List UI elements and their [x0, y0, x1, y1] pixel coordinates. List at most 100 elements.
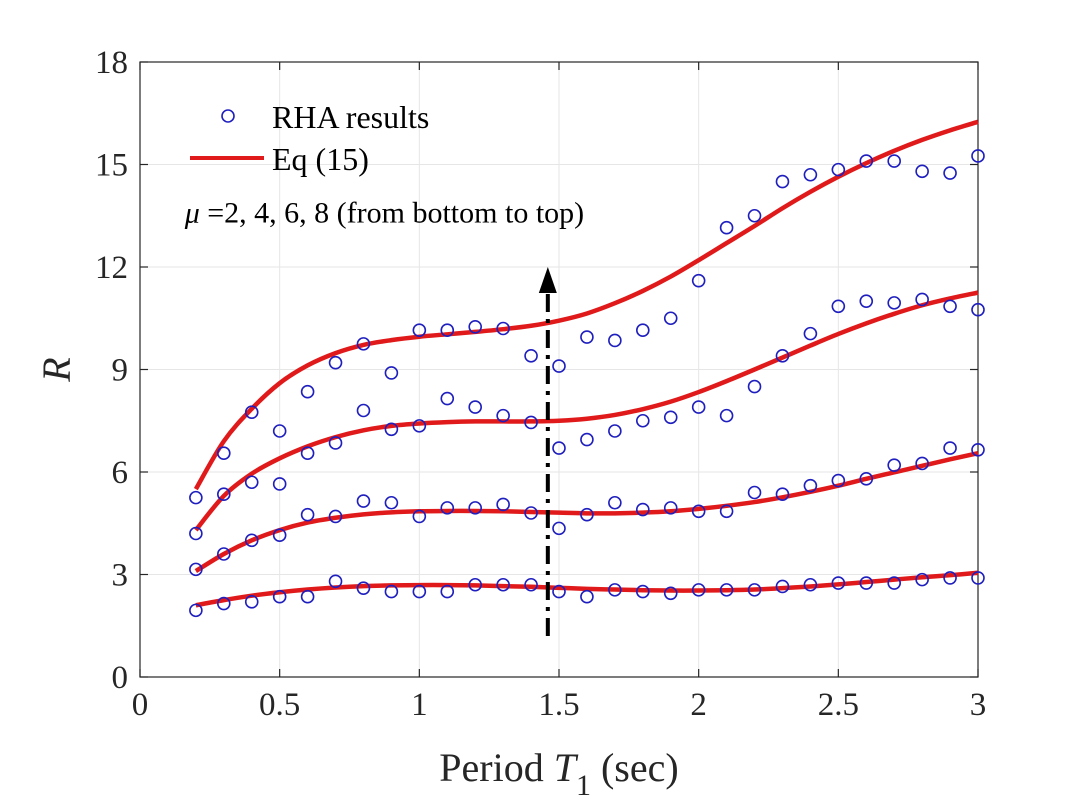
- mu-annotation-text: =2, 4, 6, 8 (from bottom to top): [200, 197, 584, 230]
- rha-point-mu-6: [189, 526, 203, 541]
- rha-point-mu-6: [915, 292, 929, 307]
- rha-point-mu-8: [915, 164, 929, 179]
- y-tick-label: 0: [112, 660, 129, 696]
- x-tick-label: 0: [132, 687, 149, 723]
- rha-point-mu-4: [775, 487, 790, 502]
- rha-point-mu-8: [971, 149, 985, 163]
- rha-point-mu-8: [608, 333, 622, 348]
- eq15-line-mu-6: [194, 290, 979, 532]
- rha-point-mu-4: [552, 521, 566, 536]
- rha-point-mu-4: [300, 507, 315, 522]
- x-axis-label: Period T1 (sec): [439, 745, 678, 802]
- rha-point-mu-6: [496, 408, 510, 423]
- rha-point-mu-2: [524, 577, 538, 592]
- rha-point-mu-4: [468, 501, 483, 515]
- rha-point-mu-8: [328, 355, 343, 370]
- rha-point-mu-2: [747, 583, 762, 597]
- x-tick-label: 3: [970, 687, 987, 723]
- rha-point-mu-2: [915, 572, 929, 587]
- rha-point-mu-4: [663, 501, 678, 515]
- rha-point-mu-8: [552, 359, 566, 373]
- legend-label-rha: RHA results: [272, 99, 429, 135]
- legend-label-eq: Eq (15): [272, 141, 369, 177]
- rha-point-mu-8: [859, 154, 874, 168]
- rha-point-mu-6: [691, 400, 706, 414]
- rha-point-mu-6: [244, 475, 259, 490]
- rha-point-mu-8: [887, 154, 902, 168]
- series-points: [189, 149, 985, 618]
- rha-point-mu-8: [943, 166, 957, 180]
- rha-point-mu-4: [524, 506, 538, 520]
- rha-point-mu-6: [943, 299, 957, 314]
- rha-point-mu-4: [608, 495, 622, 510]
- rha-point-mu-6: [747, 379, 762, 394]
- y-tick-label: 6: [112, 455, 129, 491]
- rha-point-mu-8: [831, 162, 846, 177]
- rha-point-mu-8: [412, 323, 427, 338]
- rha-point-mu-2: [272, 589, 287, 604]
- rha-point-mu-6: [775, 349, 790, 363]
- rha-point-mu-4: [635, 502, 650, 517]
- rha-point-mu-4: [272, 528, 287, 543]
- y-tick-label: 9: [112, 353, 129, 389]
- rha-point-mu-4: [412, 509, 427, 524]
- rha-point-mu-8: [775, 174, 790, 189]
- rha-point-mu-8: [496, 321, 510, 336]
- rha-point-mu-2: [580, 589, 594, 604]
- rha-point-mu-8: [468, 319, 483, 334]
- rha-point-mu-6: [971, 302, 985, 317]
- rha-point-mu-6: [384, 422, 399, 437]
- rha-point-mu-8: [719, 220, 734, 235]
- rha-point-mu-6: [524, 415, 538, 430]
- rha-point-mu-6: [300, 446, 315, 461]
- rha-point-mu-6: [635, 413, 650, 428]
- rha-point-mu-8: [189, 490, 203, 505]
- rha-point-mu-4: [943, 441, 957, 455]
- rha-point-mu-6: [719, 408, 734, 423]
- eq15-line-mu-8: [193, 119, 979, 491]
- rha-point-mu-2: [943, 571, 957, 585]
- y-tick-label: 18: [95, 45, 128, 81]
- rha-point-mu-2: [356, 581, 371, 595]
- rha-point-mu-6: [552, 441, 566, 455]
- rha-point-mu-4: [971, 442, 985, 457]
- x-axis-label-var: T: [554, 745, 579, 790]
- rha-point-mu-6: [217, 487, 231, 502]
- rha-point-mu-6: [608, 424, 622, 438]
- rha-point-mu-2: [217, 596, 231, 611]
- rha-point-mu-8: [300, 384, 315, 399]
- rha-point-mu-2: [775, 579, 790, 594]
- rha-point-mu-8: [580, 330, 594, 344]
- rha-point-mu-4: [580, 507, 594, 522]
- rha-point-mu-4: [328, 509, 343, 524]
- rha-point-mu-8: [356, 337, 371, 351]
- rha-point-mu-4: [189, 562, 203, 577]
- rha-point-mu-8: [803, 167, 818, 182]
- rha-point-mu-8: [440, 323, 455, 338]
- series-lines: [193, 119, 979, 608]
- rha-point-mu-6: [580, 432, 594, 447]
- rha-point-mu-8: [747, 208, 762, 223]
- rha-point-mu-8: [217, 446, 231, 461]
- rha-point-mu-8: [524, 349, 538, 363]
- rha-point-mu-6: [859, 294, 874, 308]
- rha-point-mu-2: [887, 576, 902, 590]
- rha-point-mu-6: [356, 403, 371, 418]
- rha-point-mu-2: [663, 586, 678, 601]
- rha-point-mu-6: [887, 296, 902, 310]
- rha-point-mu-2: [635, 584, 650, 599]
- x-axis-label-subscript: 1: [576, 769, 591, 802]
- rha-point-mu-2: [859, 576, 874, 590]
- axis-tick-labels: 0 0.5 1 1.5 2 2.5 3 0 3 6 9 12 15 18: [95, 45, 986, 723]
- eq15-line-mu-2: [195, 570, 979, 608]
- rha-point-mu-2: [189, 603, 203, 618]
- rha-point-mu-6: [412, 419, 427, 433]
- rha-point-mu-2: [608, 583, 622, 597]
- rha-point-mu-4: [719, 504, 734, 519]
- rha-point-mu-4: [803, 478, 818, 493]
- rha-point-mu-4: [496, 497, 510, 512]
- rha-point-mu-6: [468, 400, 483, 414]
- rha-point-mu-4: [915, 456, 929, 471]
- mu-symbol: μ: [184, 197, 200, 230]
- rha-point-mu-2: [244, 595, 259, 609]
